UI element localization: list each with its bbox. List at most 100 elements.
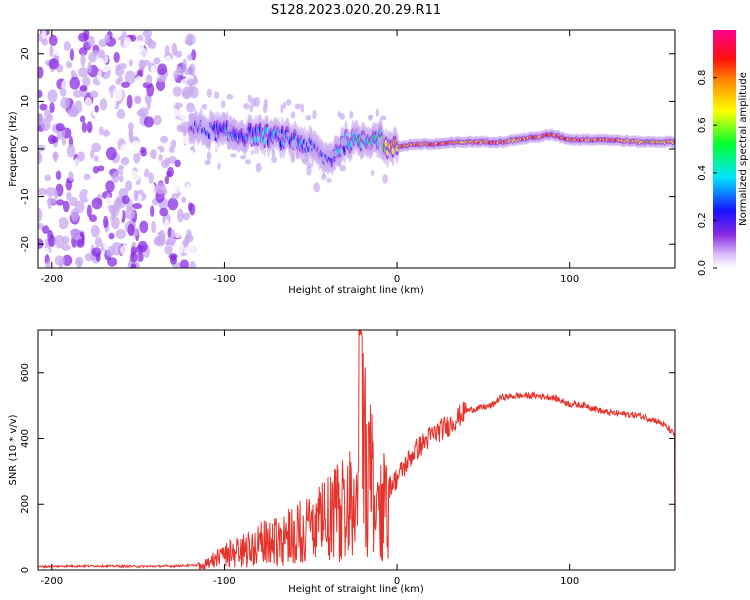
spectrogram-noise-cell <box>95 112 105 120</box>
spectrogram-noise-cell <box>127 122 134 131</box>
colorbar-tick-label: 0.6 <box>697 117 708 133</box>
spectrogram-scatter-cell <box>232 118 236 125</box>
spectrogram-noise-cell <box>173 70 179 80</box>
spectrogram-scatter-cell <box>380 115 387 121</box>
spectrogram-noise-cell <box>50 136 59 144</box>
spectrogram-noise-cell <box>48 34 58 46</box>
spectrogram-noise-cell <box>165 34 171 45</box>
spectrogram-noise-cell <box>87 35 95 48</box>
spectrogram-scatter-cell <box>367 142 372 150</box>
spectrogram-noise-cell <box>55 199 65 206</box>
spectrogram-noise-cell <box>118 175 124 183</box>
spectrogram-scatter-cell <box>290 139 298 150</box>
snr-ticks: -200 -100 0 100 0 200 400 600 <box>20 330 675 587</box>
spectrogram-noise-cell <box>59 88 67 97</box>
spectrogram-scatter-cell <box>271 155 278 164</box>
spectrogram-scatter-cell <box>349 110 354 119</box>
spectrogram-noise-cell <box>38 222 44 230</box>
spectrogram-noise-cell <box>158 154 163 162</box>
spectrogram-noise-cell <box>105 180 115 193</box>
spectrogram-noise-cell <box>124 70 136 85</box>
spectrogram-scatter-cell <box>377 136 383 147</box>
spectrogram-noise-cell <box>130 140 141 154</box>
spectrogram-scatter-cell <box>214 133 218 139</box>
spectrogram-noise-cell <box>177 68 184 76</box>
spectrogram-noise-cell <box>151 220 156 234</box>
spectrogram-noise-cell <box>111 171 120 183</box>
spectrogram-noise-cell <box>86 204 92 218</box>
spectrogram-scatter-cell <box>199 121 203 126</box>
spectrogram-scatter-cell <box>245 159 252 165</box>
spectrogram-noise-cell <box>156 75 167 83</box>
spectrogram-noise-cell <box>104 173 112 181</box>
spectrogram-noise-cell <box>170 139 177 149</box>
spectrogram-noise-cell <box>63 40 71 52</box>
spectrogram-noise-cell <box>133 189 139 202</box>
spectrogram-scatter-cell <box>213 91 220 99</box>
spectrogram-noise-cell <box>74 176 81 186</box>
spectrogram-noise-cell <box>104 33 110 44</box>
spectrogram-noise-cell <box>149 149 157 160</box>
spectrogram-noise-cell <box>166 99 176 108</box>
spectrogram-noise-cell <box>163 55 172 66</box>
spectrogram-noise-cell <box>103 197 114 205</box>
spectrogram-noise-cell <box>41 225 50 234</box>
y-tick-label: 200 <box>20 495 31 514</box>
spectrogram-noise-cell <box>168 155 177 164</box>
spectrogram-noise-cell <box>153 115 162 126</box>
spectrogram-noise-cell <box>83 173 91 181</box>
spectrogram-noise-cell <box>90 224 100 238</box>
spectrogram-noise-cell <box>150 65 156 78</box>
x-tick-label: -200 <box>40 576 63 587</box>
spectrogram-noise-cell <box>45 261 51 268</box>
spectrogram-noise-cell <box>146 102 151 110</box>
spectrogram-scatter-cell <box>253 97 261 107</box>
spectrogram-noise-cell <box>103 215 109 229</box>
spectrogram-noise-cell <box>41 38 49 46</box>
spectrogram-noise-cell <box>167 197 179 211</box>
spectrogram-noise-cell <box>86 121 93 133</box>
spectrogram-noise-cell <box>38 187 48 196</box>
spectrogram-noise-cell <box>145 74 153 85</box>
spectrogram-noise-cell <box>55 123 65 132</box>
spectrogram-scatter-cell <box>352 126 360 135</box>
spectrogram-scatter-cell <box>326 178 332 183</box>
spectrogram-y-label: Frequency (Hz) <box>8 111 19 187</box>
spectrogram-noise-cell <box>153 57 161 65</box>
spectrogram-noise-cell <box>118 75 123 83</box>
spectrogram-scatter-cell <box>333 135 338 143</box>
spectrogram-noise-cell <box>60 96 71 110</box>
spectrogram-scatter-cell <box>370 169 375 176</box>
spectrogram-noise-cell <box>46 197 57 205</box>
colorbar-tick-label: 0.0 <box>697 260 708 276</box>
spectrogram-noise-cell <box>111 65 116 74</box>
spectrogram-scatter-cell <box>328 150 335 159</box>
spectrogram-noise-cell <box>124 207 136 220</box>
spectrogram-noise-cell <box>136 109 146 117</box>
spectrogram-scatter-cell <box>231 143 238 151</box>
spectrogram-scatter-cell <box>247 94 252 103</box>
spectrogram-noise-cell <box>148 172 154 184</box>
spectrogram-noise-cell <box>127 163 134 174</box>
spectrogram-noise-cell <box>78 47 88 56</box>
spectrogram-noise-cell <box>49 45 54 57</box>
spectrogram-noise-cell <box>38 113 44 126</box>
spectrogram-noise-cell <box>120 244 130 257</box>
spectrogram-noise-cell <box>110 30 122 39</box>
spectrogram-noise-cell <box>138 59 146 71</box>
spectrogram-noise-cell <box>38 151 43 165</box>
spectrogram-noise-cell <box>69 48 75 61</box>
spectrogram-marks <box>38 30 675 268</box>
spectrogram-noise-cell <box>103 237 110 251</box>
spectrogram-scatter-cell <box>249 105 253 113</box>
spectrogram-noise-cell <box>184 45 193 54</box>
colorbar-tick-label: 0.8 <box>697 70 708 86</box>
spectrogram-noise-cell <box>97 165 105 172</box>
spectrogram-noise-cell <box>55 170 62 181</box>
spectrogram-noise-cell <box>155 182 167 195</box>
spectrogram-noise-cell <box>139 220 149 234</box>
spectrogram-noise-cell <box>164 245 173 255</box>
spectrogram-noise-cell <box>97 69 102 82</box>
spectrogram-noise-cell <box>177 208 184 223</box>
